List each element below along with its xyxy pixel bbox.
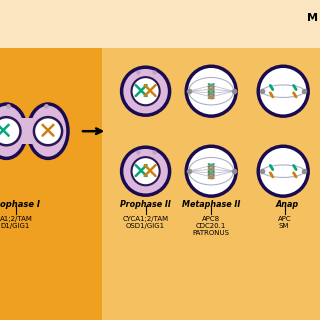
Bar (6, 118, 48, 144)
Text: APC
SM: APC SM (278, 216, 292, 229)
Circle shape (258, 146, 308, 196)
Bar (102, 48, 320, 320)
Text: APC8
CDC20.1
PATRONUS: APC8 CDC20.1 PATRONUS (193, 216, 230, 236)
Circle shape (258, 66, 308, 116)
Circle shape (186, 146, 236, 196)
Bar (102, 0, 320, 48)
Text: ophase I: ophase I (0, 200, 40, 209)
Text: Anap: Anap (275, 200, 298, 209)
Bar (0, 0, 320, 48)
Circle shape (186, 66, 236, 116)
Ellipse shape (0, 104, 27, 158)
Ellipse shape (28, 104, 68, 158)
Circle shape (0, 117, 20, 145)
Text: Prophase II: Prophase II (120, 200, 171, 209)
Text: A1;2/TAM
D1/GIG1: A1;2/TAM D1/GIG1 (0, 216, 33, 229)
Circle shape (132, 157, 160, 185)
Circle shape (122, 147, 170, 195)
Text: Metaphase II: Metaphase II (182, 200, 240, 209)
Text: CYCA1;2/TAM
OSD1/GIG1: CYCA1;2/TAM OSD1/GIG1 (123, 216, 169, 229)
Text: M: M (308, 13, 318, 23)
Circle shape (34, 117, 62, 145)
Circle shape (122, 67, 170, 115)
Circle shape (132, 77, 160, 105)
